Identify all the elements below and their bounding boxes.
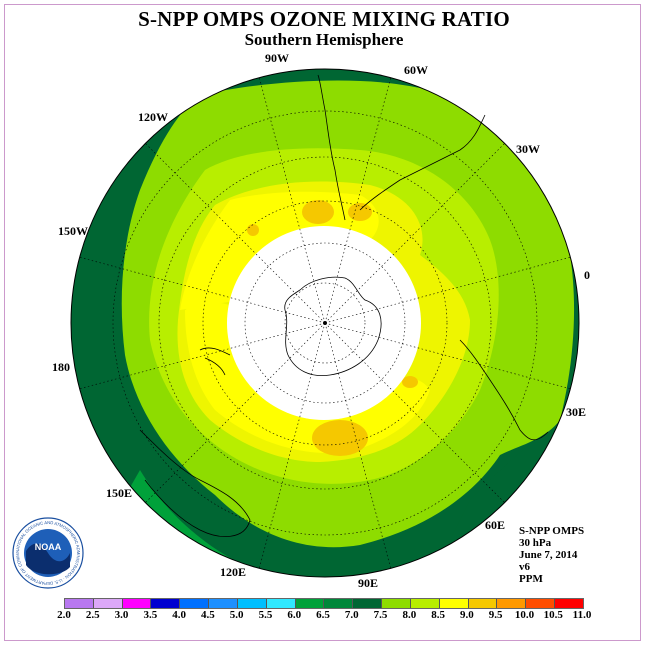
colorbar-tick-label: 2.5 <box>85 609 100 621</box>
version-label: v6 <box>519 561 530 573</box>
colorbar-swatch <box>295 599 325 608</box>
colorbar-tick-label: 6.5 <box>316 609 330 621</box>
colorbar-tick-label: 9.5 <box>488 609 503 621</box>
latitude-circle <box>112 110 538 536</box>
instrument-label: S-NPP OMPS <box>519 525 585 537</box>
page-frame <box>4 4 641 641</box>
latitude-circle <box>158 156 492 490</box>
colorbar-tick-label: 11.0 <box>572 609 592 621</box>
band-9_0-9_5-scotia <box>348 203 372 221</box>
noaa-logo: NOAA NATIONAL OCEANIC AND ATMOSPHERIC AD… <box>12 517 84 589</box>
lon-label-90w: 90W <box>265 51 289 65</box>
colorbar-swatch <box>353 599 383 608</box>
colorbar-tick-label: 3.0 <box>114 609 129 621</box>
band-9_0-9_5-pacific <box>247 224 259 236</box>
colorbar-swatch <box>151 599 181 608</box>
lon-label-60w: 60W <box>404 63 428 77</box>
latitude-circle <box>244 242 406 404</box>
colorbar-tick-label: 3.5 <box>143 609 158 621</box>
units-label: PPM <box>519 573 543 585</box>
south-america-coast <box>317 74 486 221</box>
pressure-level: 30 hPa <box>519 537 552 549</box>
colorbar-swatch <box>526 599 556 608</box>
logo-text: NOAA <box>35 542 62 552</box>
map-subtitle: Southern Hemisphere <box>244 30 404 49</box>
colorbar-swatch <box>237 599 267 608</box>
colorbar-tick-label: 8.0 <box>402 609 417 621</box>
south-pole-marker <box>323 321 327 325</box>
lon-label-150e: 150E <box>106 486 133 500</box>
lon-label-0: 0 <box>584 268 590 282</box>
colorbar-swatch <box>266 599 296 608</box>
colorbar <box>64 598 584 609</box>
colorbar-tick-label: 8.5 <box>431 609 445 621</box>
colorbar-swatch <box>468 599 498 608</box>
colorbar-swatch <box>209 599 238 608</box>
band-9_0-9_5-south-america <box>302 200 334 224</box>
colorbar-tick-label: 7.5 <box>373 609 388 621</box>
lon-label-30e: 30E <box>566 405 587 419</box>
colorbar-swatch <box>93 599 123 608</box>
colorbar-swatch <box>555 599 583 608</box>
colorbar-tick-label: 10.0 <box>514 609 535 621</box>
lon-label-30w: 30W <box>516 142 540 156</box>
colorbar-tick-label: 7.0 <box>344 609 359 621</box>
colorbar-swatch <box>180 599 210 608</box>
colorbar-swatch <box>382 599 411 608</box>
coastlines <box>139 74 549 537</box>
colorbar-swatch <box>410 599 440 608</box>
map-outline <box>70 68 580 578</box>
lon-label-60e: 60E <box>485 518 506 532</box>
colorbar-swatch <box>65 599 94 608</box>
antarctica-coast <box>284 276 382 377</box>
band-9_0-9_5-east <box>402 376 418 388</box>
new-zealand-coast <box>199 347 231 376</box>
colorbar-tick-label: 2.0 <box>57 609 71 621</box>
colorbar-tick-label: 9.0 <box>460 609 474 621</box>
lon-label-120w: 120W <box>138 110 168 124</box>
colorbar-tick-label: 5.0 <box>229 609 244 621</box>
product-info: S-NPP OMPS 30 hPa June 7, 2014 v6 PPM <box>519 525 584 585</box>
band-8_5-9_0 <box>180 191 430 454</box>
lon-label-150w: 150W <box>58 224 88 238</box>
colorbar-swatch <box>122 599 152 608</box>
map-title: S-NPP OMPS OZONE MIXING RATIO <box>138 7 510 31</box>
lon-label-180: 180 <box>52 360 70 374</box>
colorbar-tick-label: 5.5 <box>258 609 273 621</box>
lon-label-90e: 90E <box>358 576 379 590</box>
colorbar-tick-label: 4.5 <box>201 609 215 621</box>
colorbar-tick-label: 10.5 <box>543 609 563 621</box>
africa-coast <box>459 339 549 441</box>
band-9_0-9_5-indian <box>312 420 368 456</box>
colorbar-tick-label: 6.0 <box>287 609 302 621</box>
colorbar-tick-label: 4.0 <box>172 609 186 621</box>
date-label: June 7, 2014 <box>519 549 578 561</box>
colorbar-swatch <box>324 599 354 608</box>
latitude-circle <box>284 282 366 364</box>
latitude-circle <box>202 200 448 446</box>
lon-label-120e: 120E <box>220 565 247 579</box>
colorbar-swatch <box>439 599 469 608</box>
australia-coast <box>139 429 251 537</box>
colorbar-swatch <box>497 599 527 608</box>
logo-bird-icon <box>26 543 70 575</box>
graticule <box>79 77 571 569</box>
